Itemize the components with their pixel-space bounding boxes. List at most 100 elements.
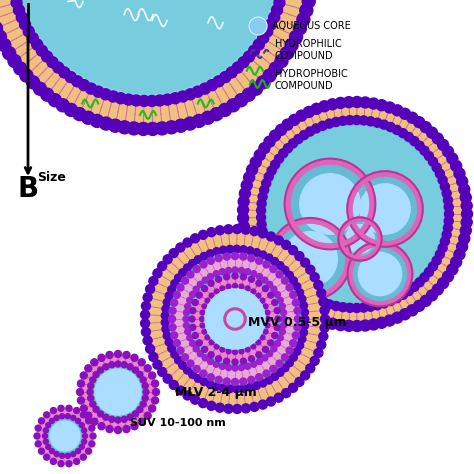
Circle shape [271,259,280,268]
Circle shape [34,82,46,95]
Circle shape [440,237,449,246]
Circle shape [169,307,176,314]
Circle shape [239,349,244,354]
Circle shape [190,340,196,346]
Circle shape [253,382,260,389]
Circle shape [98,354,105,361]
Circle shape [200,261,207,268]
Circle shape [254,149,265,161]
Circle shape [82,439,87,444]
Circle shape [65,453,70,458]
Circle shape [213,76,224,87]
Circle shape [106,426,113,433]
Circle shape [45,416,85,456]
Circle shape [209,340,214,345]
Circle shape [289,383,298,392]
Circle shape [438,175,447,184]
Circle shape [54,415,59,420]
Circle shape [253,249,260,256]
Circle shape [71,415,76,420]
Circle shape [306,292,315,301]
Circle shape [294,316,301,322]
Circle shape [43,439,48,444]
Circle shape [320,315,329,323]
Circle shape [109,416,115,422]
Circle shape [138,359,145,366]
Circle shape [42,51,53,62]
Circle shape [445,210,454,219]
Circle shape [155,122,169,135]
Circle shape [288,162,372,246]
Circle shape [263,261,270,268]
Circle shape [250,227,259,236]
Circle shape [82,428,87,433]
Circle shape [244,51,255,62]
Circle shape [274,154,283,163]
Circle shape [440,182,449,191]
Circle shape [352,320,363,331]
Circle shape [146,95,157,107]
Circle shape [35,425,41,431]
Circle shape [201,286,208,292]
Circle shape [436,250,445,259]
Circle shape [264,136,275,147]
Circle shape [456,241,468,252]
Circle shape [289,280,298,289]
Circle shape [173,339,180,346]
Circle shape [262,355,268,361]
Circle shape [253,39,264,50]
Circle shape [187,297,193,303]
Circle shape [144,365,151,372]
Circle shape [275,292,287,304]
Circle shape [220,347,225,352]
Circle shape [255,374,263,381]
Circle shape [392,105,403,116]
Text: Size: Size [37,171,66,184]
Circle shape [271,373,279,381]
Circle shape [77,380,84,387]
Circle shape [192,300,198,306]
Circle shape [196,292,202,298]
Circle shape [352,116,361,125]
Circle shape [205,298,210,303]
Circle shape [240,378,247,385]
Circle shape [224,274,229,280]
Circle shape [436,169,445,178]
Circle shape [292,332,300,339]
Circle shape [303,310,314,321]
Circle shape [311,103,322,114]
Circle shape [227,311,243,327]
Circle shape [368,319,379,330]
Circle shape [267,351,273,356]
Circle shape [138,418,145,425]
Circle shape [297,13,310,26]
Circle shape [447,153,458,164]
Circle shape [49,419,55,423]
Circle shape [182,354,189,361]
Circle shape [249,82,263,95]
Circle shape [290,354,297,361]
Circle shape [177,347,184,354]
Circle shape [386,122,395,131]
Circle shape [91,114,103,128]
Circle shape [267,166,276,175]
Circle shape [318,121,327,130]
Circle shape [121,362,127,368]
Circle shape [163,332,171,339]
Circle shape [290,277,297,284]
Circle shape [319,316,330,327]
Circle shape [451,256,462,267]
Circle shape [0,22,2,35]
Circle shape [50,458,56,465]
Circle shape [137,407,143,412]
Circle shape [296,289,304,296]
Circle shape [232,359,238,365]
Circle shape [310,356,319,365]
Circle shape [456,176,468,187]
Circle shape [219,269,225,274]
Circle shape [189,316,195,322]
Circle shape [14,62,27,75]
Circle shape [192,332,198,338]
Circle shape [301,309,309,316]
Circle shape [233,245,240,253]
